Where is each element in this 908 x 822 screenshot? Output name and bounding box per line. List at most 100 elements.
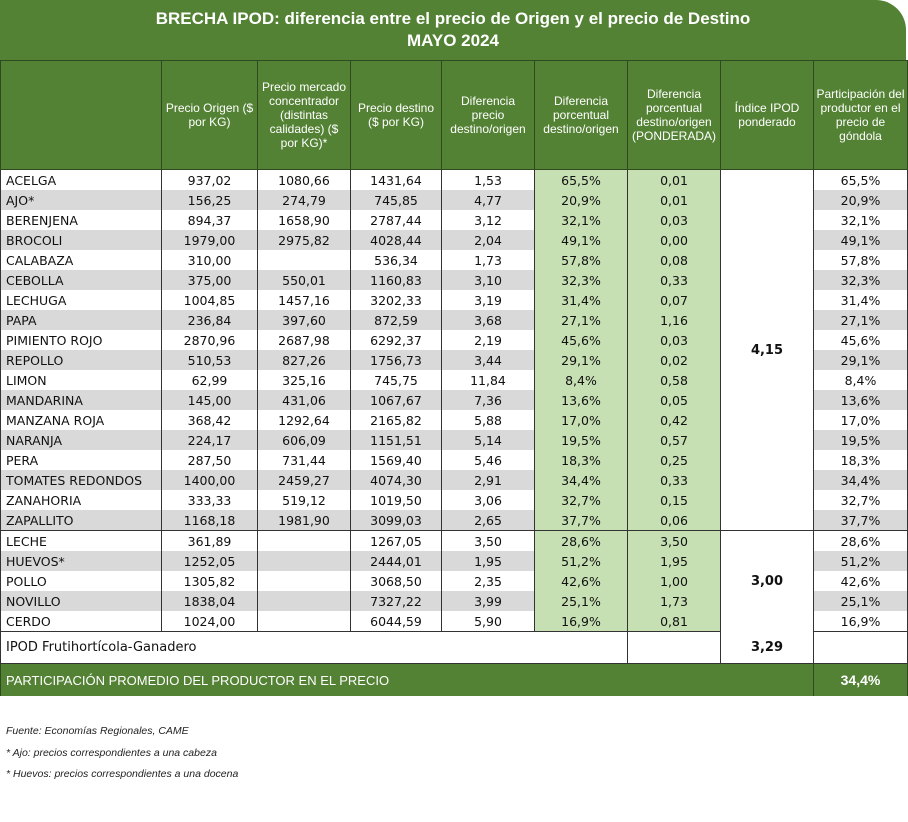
- product-name: ZAPALLITO: [0, 510, 162, 531]
- table-cell: 397,60: [257, 310, 351, 330]
- table-cell: 0,08: [627, 250, 721, 270]
- table-cell: 1,53: [441, 169, 535, 190]
- table-cell: 3,68: [441, 310, 535, 330]
- table-cell: 17,0%: [534, 410, 628, 430]
- table-cell: 1305,82: [161, 571, 258, 591]
- table-cell: 1252,05: [161, 551, 258, 571]
- table-row: PAPA 236,84 397,60 872,59 3,68 27,1% 1,16 27,1%: [0, 310, 908, 330]
- table-cell: 1160,83: [350, 270, 442, 290]
- product-name: TOMATES REDONDOS: [0, 470, 162, 490]
- table-row: LECHUGA 1004,85 1457,16 3202,33 3,19 31,4% 0,0…: [0, 290, 908, 310]
- table-row: MANDARINA 145,00 431,06 1067,67 7,36 13,6% 0,0…: [0, 390, 908, 410]
- table-cell: 49,1%: [534, 230, 628, 250]
- table-cell: 1569,40: [350, 450, 442, 470]
- table-cell: 287,50: [161, 450, 258, 470]
- table-cell: 2,19: [441, 330, 535, 350]
- table-cell: 375,00: [161, 270, 258, 290]
- table-cell: 2,91: [441, 470, 535, 490]
- table-cell: 4074,30: [350, 470, 442, 490]
- table-cell: 28,6%: [813, 530, 908, 551]
- table-cell: 13,6%: [534, 390, 628, 410]
- table-cell: 0,03: [627, 210, 721, 230]
- table-cell: 11,84: [441, 370, 535, 390]
- column-header: Diferencia porcentual destino/origen: [534, 60, 628, 170]
- participacion-value: 34,4%: [813, 663, 908, 696]
- table-cell: 0,25: [627, 450, 721, 470]
- table-cell: 1,95: [627, 551, 721, 571]
- column-header: Diferencia precio destino/origen: [441, 60, 535, 170]
- table-cell: 18,3%: [534, 450, 628, 470]
- table-cell: 0,15: [627, 490, 721, 510]
- table-cell: 7,36: [441, 390, 535, 410]
- table-cell: 32,7%: [534, 490, 628, 510]
- table-cell: 20,9%: [534, 190, 628, 210]
- product-name: HUEVOS*: [0, 551, 162, 571]
- table-cell: 3,44: [441, 350, 535, 370]
- table-cell: 224,17: [161, 430, 258, 450]
- table-cell: 3,06: [441, 490, 535, 510]
- column-header: Precio Origen ($ por KG): [161, 60, 258, 170]
- table-row: TOMATES REDONDOS 1400,00 2459,27 4074,30 2,9…: [0, 470, 908, 490]
- table-cell: 32,3%: [534, 270, 628, 290]
- table-cell: 2787,44: [350, 210, 442, 230]
- table-cell: [257, 250, 351, 270]
- table-cell: 2,35: [441, 571, 535, 591]
- table-cell: 745,85: [350, 190, 442, 210]
- ipod-index-cell: 3,00: [720, 530, 814, 632]
- table-row: CALABAZA 310,00 536,34 1,73 57,8% 0,08 57,8%: [0, 250, 908, 270]
- table-cell: 3,12: [441, 210, 535, 230]
- table-cell: 1067,67: [350, 390, 442, 410]
- product-name: ACELGA: [0, 169, 162, 190]
- table-cell: 827,26: [257, 350, 351, 370]
- table-cell: 45,6%: [534, 330, 628, 350]
- ipod-index-cell: 4,15: [720, 169, 814, 531]
- column-header: Precio mercado concentrador (distintas c…: [257, 60, 351, 170]
- table-row: HUEVOS* 1252,05 2444,01 1,95 51,2% 1,95 51,2%: [0, 551, 908, 571]
- table-cell: 3,50: [441, 530, 535, 551]
- table-cell: 0,33: [627, 470, 721, 490]
- table-cell: 1979,00: [161, 230, 258, 250]
- table-cell: 1457,16: [257, 290, 351, 310]
- table-cell: 519,12: [257, 490, 351, 510]
- table-cell: 1431,64: [350, 169, 442, 190]
- table-cell: 51,2%: [534, 551, 628, 571]
- table-cell: 2444,01: [350, 551, 442, 571]
- product-name: AJO*: [0, 190, 162, 210]
- table-cell: 872,59: [350, 310, 442, 330]
- table-row: ZANAHORIA 333,33 519,12 1019,50 3,06 32,7% 0,1…: [0, 490, 908, 510]
- table-cell: 0,01: [627, 169, 721, 190]
- title-line-1: BRECHA IPOD: diferencia entre el precio …: [155, 9, 751, 28]
- table-cell: 1024,00: [161, 611, 258, 632]
- table-cell: 894,37: [161, 210, 258, 230]
- table-row: MANZANA ROJA 368,42 1292,64 2165,82 5,88 17,0…: [0, 410, 908, 430]
- column-header: Diferencia porcentual destino/origen (PO…: [627, 60, 721, 170]
- table-cell: 57,8%: [813, 250, 908, 270]
- table-cell: 0,33: [627, 270, 721, 290]
- table-cell: 0,57: [627, 430, 721, 450]
- table-cell: 27,1%: [813, 310, 908, 330]
- table-row: ZAPALLITO 1168,18 1981,90 3099,03 2,65 37,7% 0…: [0, 510, 908, 531]
- header-row: Precio Origen ($ por KG) Precio mercado c…: [0, 60, 908, 170]
- table-cell: 2459,27: [257, 470, 351, 490]
- empty-cell: [627, 631, 721, 664]
- table-cell: 29,1%: [813, 350, 908, 370]
- table-cell: 1080,66: [257, 169, 351, 190]
- product-name: CEBOLLA: [0, 270, 162, 290]
- title-line-2: MAYO 2024: [407, 31, 499, 50]
- product-name: LIMON: [0, 370, 162, 390]
- participacion-row: PARTICIPACIÓN PROMEDIO DEL PRODUCTOR EN …: [0, 663, 908, 696]
- table-cell: 2,04: [441, 230, 535, 250]
- column-header: Índice IPOD ponderado: [720, 60, 814, 170]
- table-cell: 2,65: [441, 510, 535, 531]
- table-cell: 13,6%: [813, 390, 908, 410]
- table-cell: 8,4%: [534, 370, 628, 390]
- table-cell: [257, 571, 351, 591]
- table-cell: 937,02: [161, 169, 258, 190]
- footnotes: Fuente: Economías Regionales, CAME * Ajo…: [6, 725, 238, 790]
- table-cell: 0,06: [627, 510, 721, 531]
- table-cell: 731,44: [257, 450, 351, 470]
- table-cell: 6292,37: [350, 330, 442, 350]
- table-cell: 536,34: [350, 250, 442, 270]
- product-name: LECHUGA: [0, 290, 162, 310]
- table-cell: 550,01: [257, 270, 351, 290]
